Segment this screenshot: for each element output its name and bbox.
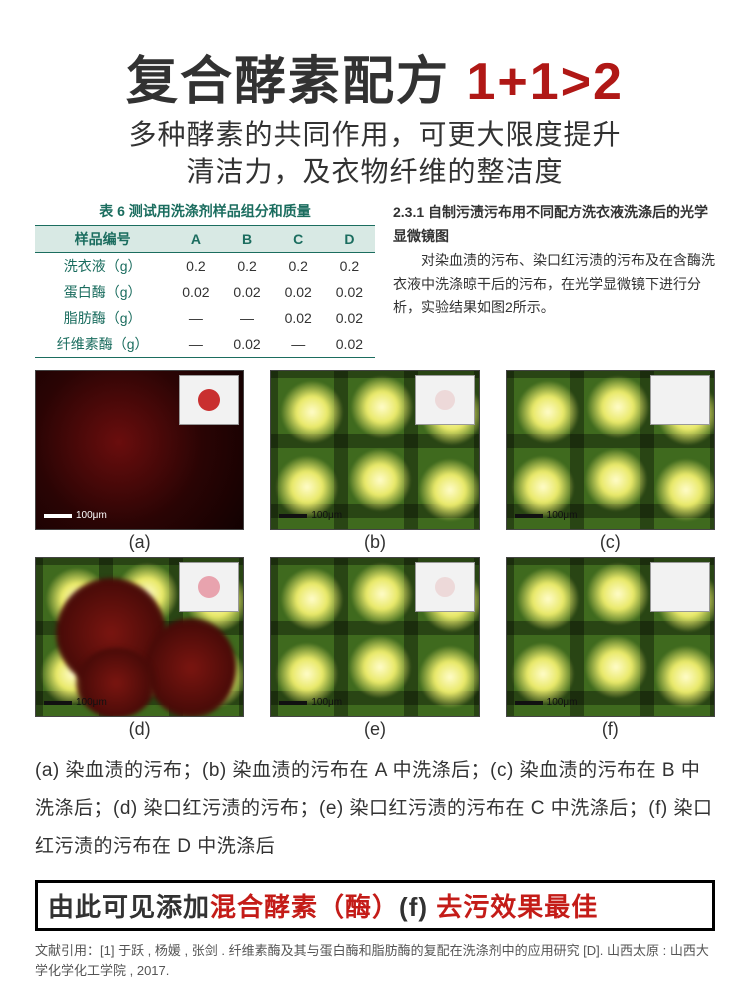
table-cell: 0.2	[221, 253, 272, 280]
table-cell: 0.02	[324, 305, 375, 331]
scalebar: 100μm	[44, 510, 107, 521]
scalebar-text: 100μm	[76, 697, 107, 708]
inset-thumbnail	[415, 562, 475, 612]
table-cell: 0.02	[324, 279, 375, 305]
data-table: 样品编号ABCD 洗衣液（g）0.20.20.20.2蛋白酶（g）0.020.0…	[35, 225, 375, 358]
table-cell: —	[221, 305, 272, 331]
reference-text: 文献引用：[1] 于跃 , 杨媛 , 张剑 . 纤维素酶及其与蛋白酶和脂肪酶的复…	[35, 941, 715, 980]
table-cell: —	[273, 331, 324, 358]
paragraph-title: 2.3.1 自制污渍污布用不同配方洗衣液洗涤后的光学显微镜图	[393, 201, 715, 249]
subhead-line2: 清洁力，及衣物纤维的整洁度	[35, 153, 715, 191]
table-cell: 0.02	[221, 331, 272, 358]
table-cell: 0.02	[324, 331, 375, 358]
scalebar-text: 100μm	[311, 697, 342, 708]
headline-red: 1+1>2	[466, 53, 624, 111]
table-cell: 0.2	[170, 253, 221, 280]
table-row: 纤维素酶（g）—0.02—0.02	[35, 331, 375, 358]
table-row: 脂肪酶（g）——0.020.02	[35, 305, 375, 331]
scalebar: 100μm	[279, 510, 342, 521]
panel-label: (a)	[35, 532, 244, 553]
table-row: 蛋白酶（g）0.020.020.020.02	[35, 279, 375, 305]
table-header-cell: B	[221, 226, 272, 253]
scalebar: 100μm	[515, 510, 578, 521]
table-header-cell: A	[170, 226, 221, 253]
panel-f: 100μm (f)	[506, 557, 715, 740]
subheadline: 多种酵素的共同作用，可更大限度提升 清洁力，及衣物纤维的整洁度	[35, 116, 715, 192]
scalebar: 100μm	[515, 697, 578, 708]
panel-label: (c)	[506, 532, 715, 553]
microscope-image: 100μm	[35, 557, 244, 717]
table-cell: 蛋白酶（g）	[35, 279, 170, 305]
table-cell: 洗衣液（g）	[35, 253, 170, 280]
microscope-grid: 100μm (a) 100μm (b) 100μm (c) 100μm (d) 100μm (e)…	[35, 370, 715, 740]
microscope-image: 100μm	[506, 557, 715, 717]
inset-thumbnail	[179, 375, 239, 425]
table-cell: 0.2	[273, 253, 324, 280]
conclusion-p3: (f)	[399, 892, 436, 922]
scalebar-text: 100μm	[311, 510, 342, 521]
table-cell: 脂肪酶（g）	[35, 305, 170, 331]
table-cell: 0.2	[324, 253, 375, 280]
scalebar-text: 100μm	[76, 510, 107, 521]
panel-d: 100μm (d)	[35, 557, 244, 740]
headline-black: 复合酵素配方	[126, 53, 450, 111]
conclusion-p1: 由此可见添加	[48, 892, 210, 922]
table-header-cell: 样品编号	[35, 226, 170, 253]
conclusion-box: 由此可见添加混合酵素（酶）(f) 去污效果最佳	[35, 880, 715, 931]
panel-label: (f)	[506, 719, 715, 740]
table-cell: 0.02	[170, 279, 221, 305]
table-cell: 纤维素酶（g）	[35, 331, 170, 358]
paragraph-body: 对染血渍的污布、染口红污渍的污布及在含酶洗衣液中洗涤晾干后的污布，在光学显微镜下…	[393, 249, 715, 320]
panel-b: 100μm (b)	[270, 370, 479, 553]
table-header-cell: D	[324, 226, 375, 253]
table-cell: —	[170, 305, 221, 331]
inset-thumbnail	[650, 375, 710, 425]
table-row: 洗衣液（g）0.20.20.20.2	[35, 253, 375, 280]
headline: 复合酵素配方 1+1>2	[35, 55, 715, 110]
table-cell: 0.02	[221, 279, 272, 305]
figure-caption: (a) 染血渍的污布；(b) 染血渍的污布在 A 中洗涤后；(c) 染血渍的污布…	[35, 752, 715, 866]
microscope-image: 100μm	[270, 370, 479, 530]
scalebar-text: 100μm	[547, 510, 578, 521]
conclusion-p4: 去污效果最佳	[436, 892, 598, 922]
panel-label: (b)	[270, 532, 479, 553]
microscope-image: 100μm	[35, 370, 244, 530]
subhead-line1: 多种酵素的共同作用，可更大限度提升	[35, 116, 715, 154]
panel-c: 100μm (c)	[506, 370, 715, 553]
panel-label: (d)	[35, 719, 244, 740]
table-cell: 0.02	[273, 305, 324, 331]
inset-thumbnail	[415, 375, 475, 425]
conclusion-p2: 混合酵素（酶）	[210, 892, 399, 922]
microscope-image: 100μm	[506, 370, 715, 530]
scalebar-text: 100μm	[547, 697, 578, 708]
scalebar: 100μm	[279, 697, 342, 708]
inset-thumbnail	[179, 562, 239, 612]
table-caption: 表 6 测试用洗涤剂样品组分和质量	[35, 201, 375, 221]
inset-thumbnail	[650, 562, 710, 612]
table-cell: —	[170, 331, 221, 358]
paragraph-wrap: 2.3.1 自制污渍污布用不同配方洗衣液洗涤后的光学显微镜图 对染血渍的污布、染…	[393, 201, 715, 358]
panel-a: 100μm (a)	[35, 370, 244, 553]
table-cell: 0.02	[273, 279, 324, 305]
data-table-wrap: 表 6 测试用洗涤剂样品组分和质量 样品编号ABCD 洗衣液（g）0.20.20…	[35, 201, 375, 358]
microscope-image: 100μm	[270, 557, 479, 717]
table-header-cell: C	[273, 226, 324, 253]
panel-e: 100μm (e)	[270, 557, 479, 740]
panel-label: (e)	[270, 719, 479, 740]
scalebar: 100μm	[44, 697, 107, 708]
